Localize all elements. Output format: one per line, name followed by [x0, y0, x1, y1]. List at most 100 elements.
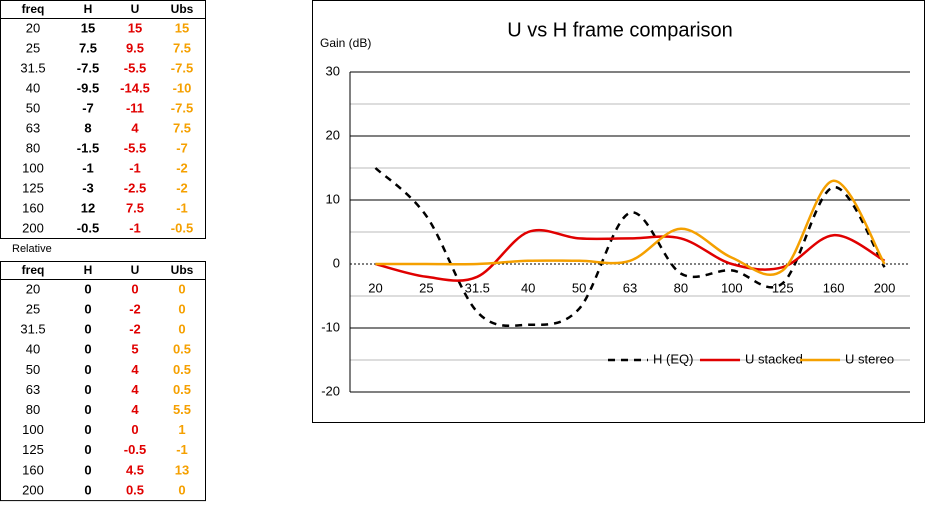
- table-cell: 4.5: [126, 462, 144, 477]
- table-header: freq: [22, 2, 45, 16]
- table-cell: -7: [82, 100, 94, 115]
- table-cell: 0: [131, 281, 138, 296]
- table-caption: Relative: [12, 243, 52, 255]
- table-cell: 125: [22, 180, 44, 195]
- series-line: [375, 179, 886, 276]
- y-tick-label: -10: [321, 319, 340, 334]
- table-cell: 0: [84, 342, 91, 357]
- table-cell: 0.5: [173, 362, 191, 377]
- table-cell: -0.5: [77, 220, 99, 235]
- legend-label: U stereo: [845, 351, 894, 366]
- x-tick-label: 160: [823, 280, 845, 295]
- table-cell: 0: [84, 402, 91, 417]
- table-cell: 0: [84, 322, 91, 337]
- table-cell: -0.5: [124, 442, 146, 457]
- table-cell: 4: [131, 362, 139, 377]
- x-tick-label: 31.5: [465, 280, 490, 295]
- table-cell: -2: [129, 302, 141, 317]
- table-cell: -1: [176, 442, 188, 457]
- y-tick-label: -20: [321, 383, 340, 398]
- table-cell: 15: [81, 20, 95, 35]
- table-cell: 80: [26, 140, 40, 155]
- table-cell: -9.5: [77, 80, 99, 95]
- table-cell: 0: [131, 422, 138, 437]
- table-cell: 0: [178, 322, 185, 337]
- table-cell: 25: [26, 40, 40, 55]
- table-cell: -7.5: [171, 100, 193, 115]
- table-cell: 13: [175, 462, 189, 477]
- table-cell: 80: [26, 402, 40, 417]
- table-cell: -10: [173, 80, 192, 95]
- table-cell: 0: [84, 302, 91, 317]
- series-line: [375, 228, 886, 282]
- table-header: freq: [22, 263, 45, 277]
- table-cell: 0: [84, 281, 91, 296]
- table-cell: -1: [176, 200, 188, 215]
- table-cell: -2.5: [124, 180, 146, 195]
- table-cell: 0.5: [173, 342, 191, 357]
- table-cell: 200: [22, 482, 44, 497]
- x-tick-label: 20: [368, 280, 382, 295]
- x-tick-label: 63: [623, 280, 637, 295]
- y-tick-label: 10: [326, 191, 340, 206]
- table-cell: 50: [26, 362, 40, 377]
- table-cell: 0: [178, 281, 185, 296]
- chart-title: U vs H frame comparison: [507, 19, 733, 41]
- table-cell: 63: [26, 382, 40, 397]
- table-cell: -1: [129, 160, 141, 175]
- table-cell: -1: [129, 220, 141, 235]
- table-cell: 15: [128, 20, 142, 35]
- table-cell: -11: [126, 100, 144, 115]
- table-header: H: [84, 263, 93, 277]
- table-cell: 0: [178, 482, 185, 497]
- table-cell: 7.5: [173, 120, 191, 135]
- table-cell: 12: [81, 200, 95, 215]
- table-cell: 31.5: [20, 322, 45, 337]
- table-cell: -5.5: [124, 140, 146, 155]
- table-cell: 0: [84, 482, 91, 497]
- chart-frame: [312, 0, 925, 423]
- table-cell: -2: [176, 160, 188, 175]
- table-cell: 0.5: [126, 482, 144, 497]
- table-cell: 100: [22, 422, 44, 437]
- table-cell: 0: [84, 422, 91, 437]
- table-cell: 7.5: [79, 40, 97, 55]
- table-cell: 125: [22, 442, 44, 457]
- table-cell: 15: [175, 20, 189, 35]
- table-cell: -3: [82, 180, 94, 195]
- table-cell: 0: [84, 462, 91, 477]
- x-tick-label: 200: [874, 280, 896, 295]
- table-cell: 0: [84, 382, 91, 397]
- table-cell: 160: [22, 462, 44, 477]
- y-tick-label: 20: [326, 127, 340, 142]
- table-cell: -14.5: [120, 80, 150, 95]
- table-header: Ubs: [171, 2, 194, 16]
- table-cell: 9.5: [126, 40, 144, 55]
- table-cell: 5: [131, 342, 138, 357]
- x-tick-label: 25: [419, 280, 433, 295]
- table-cell: 160: [22, 200, 44, 215]
- table-cell: -5.5: [124, 60, 146, 75]
- table-cell: 4: [131, 120, 139, 135]
- table-cell: 0: [84, 362, 91, 377]
- table-cell: 0: [84, 442, 91, 457]
- table-cell: 20: [26, 20, 40, 35]
- table-cell: 5.5: [173, 402, 191, 417]
- table-cell: -2: [129, 322, 141, 337]
- table-cell: 7.5: [173, 40, 191, 55]
- table-header: Ubs: [171, 263, 194, 277]
- table-cell: -0.5: [171, 220, 193, 235]
- table-cell: 1: [178, 422, 185, 437]
- table-cell: 40: [26, 80, 40, 95]
- table-header: U: [131, 263, 140, 277]
- table-cell: -1.5: [77, 140, 99, 155]
- table-cell: 31.5: [20, 60, 45, 75]
- table-cell: -7: [176, 140, 188, 155]
- table-cell: 25: [26, 302, 40, 317]
- x-tick-label: 100: [721, 280, 743, 295]
- table-cell: 7.5: [126, 200, 144, 215]
- table-frame: [0, 0, 206, 239]
- table-cell: 8: [84, 120, 91, 135]
- table-cell: 0: [178, 302, 185, 317]
